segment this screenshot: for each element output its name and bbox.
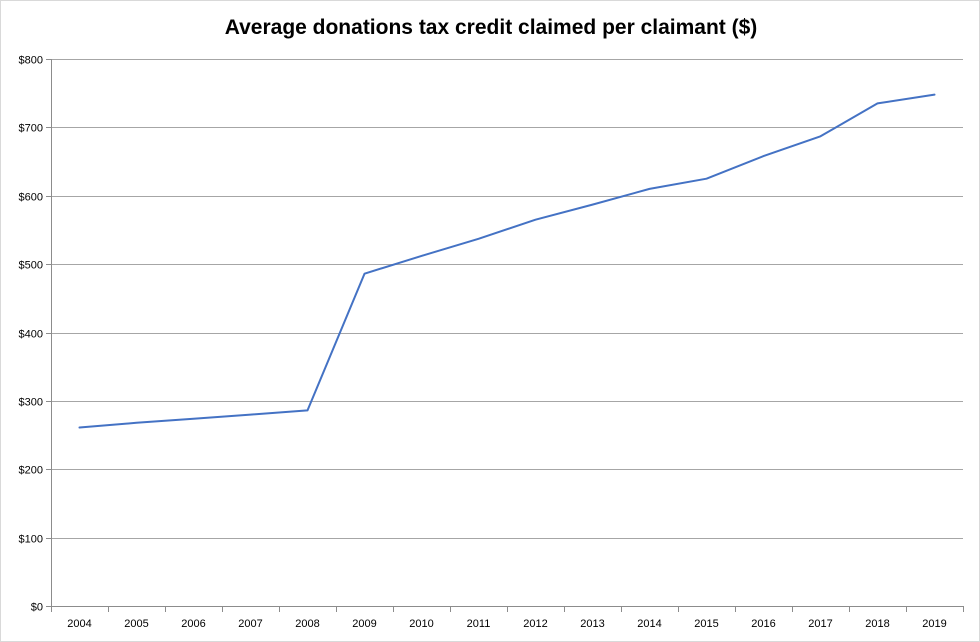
- y-axis-tick-labels: $0 $100 $200 $300 $400 $500 $600 $700 $800: [19, 55, 43, 614]
- data-point-2012: [534, 218, 538, 222]
- x-tick-label: 2005: [124, 618, 148, 630]
- series-line: [78, 93, 936, 429]
- x-tick-label: 2008: [295, 618, 319, 630]
- data-point-2007: [249, 413, 253, 417]
- y-tick-label: $300: [19, 397, 43, 409]
- x-tick-label: 2012: [523, 618, 547, 630]
- data-point-2005: [135, 421, 139, 425]
- y-tick-label: $500: [19, 260, 43, 272]
- x-tick-label: 2011: [467, 618, 491, 630]
- data-point-2006: [192, 417, 196, 421]
- x-tick-label: 2010: [409, 618, 433, 630]
- x-tick-label: 2017: [808, 618, 832, 630]
- y-tick-label: $700: [19, 123, 43, 135]
- x-tick-label: 2014: [637, 618, 661, 630]
- x-tick-label: 2016: [751, 618, 775, 630]
- x-tick-label: 2007: [238, 618, 262, 630]
- y-tick-label: $100: [19, 534, 43, 546]
- data-point-2011: [477, 237, 481, 241]
- data-point-2008: [306, 408, 310, 412]
- data-point-2016: [762, 154, 766, 158]
- x-tick-label: 2004: [67, 618, 91, 630]
- y-tick-label: $0: [31, 602, 43, 614]
- gridlines: [51, 59, 963, 539]
- y-tick-label: $400: [19, 329, 43, 341]
- data-point-2009: [363, 272, 367, 276]
- axes: [46, 59, 964, 612]
- x-tick-label: 2018: [865, 618, 889, 630]
- data-point-2013: [591, 203, 595, 207]
- data-point-2004: [78, 426, 82, 430]
- x-tick-label: 2006: [181, 618, 205, 630]
- y-tick-label: $600: [19, 192, 43, 204]
- y-tick-label: $200: [19, 465, 43, 477]
- data-point-2018: [876, 101, 880, 105]
- x-axis-tick-labels: 2004 2005 2006 2007 2008 2009 2010 2011 2012 2013…: [67, 618, 946, 630]
- x-tick-label: 2009: [352, 618, 376, 630]
- data-point-2017: [819, 134, 823, 138]
- data-point-2010: [420, 254, 424, 258]
- chart-title: Average donations tax credit claimed per…: [224, 16, 758, 39]
- series-lines: [78, 93, 937, 430]
- x-tick-label: 2013: [580, 618, 604, 630]
- data-point-2014: [648, 187, 652, 191]
- data-point-2015: [705, 177, 709, 181]
- y-tick-label: $800: [19, 55, 43, 67]
- x-tick-label: 2019: [922, 618, 946, 630]
- data-point-2019: [933, 93, 937, 97]
- x-tick-label: 2015: [694, 618, 718, 630]
